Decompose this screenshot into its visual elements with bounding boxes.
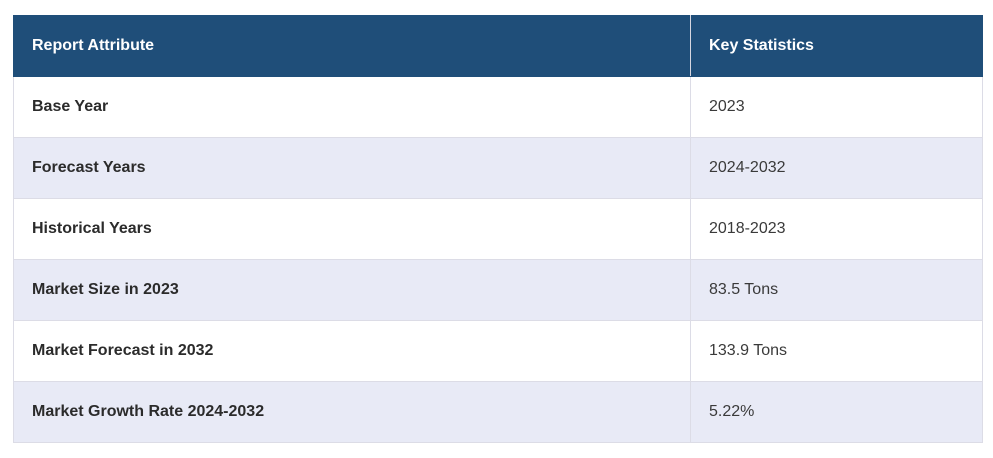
row-value: 2018-2023 [690,198,983,260]
report-table-container: Report Attribute Key Statistics Base Yea… [13,15,983,443]
row-attribute: Market Size in 2023 [13,259,691,321]
row-value: 2024-2032 [690,137,983,199]
row-value: 5.22% [690,381,983,443]
row-value: 83.5 Tons [690,259,983,321]
table-row: Market Forecast in 2032 133.9 Tons [13,320,983,382]
table-row: Market Size in 2023 83.5 Tons [13,259,983,321]
row-attribute: Forecast Years [13,137,691,199]
row-attribute: Base Year [13,76,691,138]
table-row: Base Year 2023 [13,76,983,138]
row-attribute: Market Forecast in 2032 [13,320,691,382]
table-row: Forecast Years 2024-2032 [13,137,983,199]
header-key-statistics: Key Statistics [690,15,983,77]
row-value: 133.9 Tons [690,320,983,382]
row-attribute: Market Growth Rate 2024-2032 [13,381,691,443]
table-header-row: Report Attribute Key Statistics [13,15,983,77]
table-row: Market Growth Rate 2024-2032 5.22% [13,381,983,443]
row-value: 2023 [690,76,983,138]
table-row: Historical Years 2018-2023 [13,198,983,260]
report-attributes-table: Report Attribute Key Statistics Base Yea… [13,15,983,443]
row-attribute: Historical Years [13,198,691,260]
header-report-attribute: Report Attribute [13,15,691,77]
